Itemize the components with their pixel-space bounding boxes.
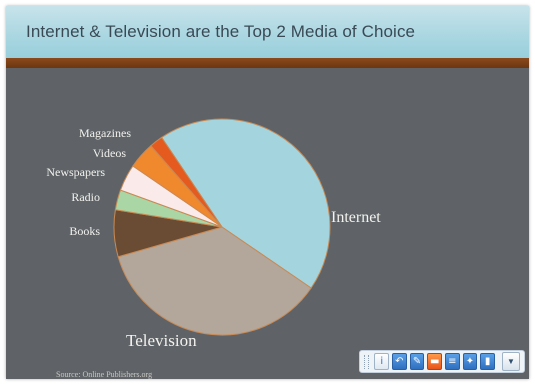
pie-slice-internet (160, 118, 331, 289)
chevron-down-icon[interactable]: ▼ (501, 352, 520, 371)
pie-slice-television (117, 226, 312, 336)
slice-label-magazines: Magazines (79, 126, 131, 140)
slice-label-radio: Radio (71, 190, 100, 204)
pie-chart: Magazines Videos Newspapers Radio Books … (46, 118, 381, 350)
comment-icon[interactable]: ▬ (427, 353, 442, 370)
pie-slice-magazines (150, 136, 223, 228)
slice-label-books: Books (69, 224, 100, 238)
edit-icon[interactable]: ✎ (409, 353, 425, 370)
undo-icon[interactable]: ↶ (392, 353, 407, 370)
title-stripe (6, 58, 529, 68)
slice-label-newspapers: Newspapers (46, 165, 105, 179)
chart-icon[interactable]: ▮ (480, 353, 495, 370)
notes-icon[interactable]: ≡ (445, 353, 460, 370)
slice-label-television: Television (126, 331, 197, 350)
slice-label-internet: Internet (331, 209, 381, 226)
slice-label-videos: Videos (93, 146, 127, 160)
pie-labels: Magazines Videos Newspapers Radio Books … (46, 126, 381, 350)
source-note: Source: Online Publishers.org (56, 370, 153, 379)
title-bar: Internet & Television are the Top 2 Medi… (6, 6, 529, 58)
slide: Internet & Television are the Top 2 Medi… (6, 6, 529, 379)
tweet-icon[interactable]: ✦ (462, 353, 478, 370)
presentation-toolbar: i ↶ ✎ ▬ ≡ ✦ ▮ ▼ (359, 350, 525, 373)
pie-slices (113, 118, 331, 336)
info-icon[interactable]: i (374, 353, 390, 370)
toolbar-grip[interactable] (364, 354, 370, 369)
slide-title: Internet & Television are the Top 2 Medi… (26, 22, 416, 41)
